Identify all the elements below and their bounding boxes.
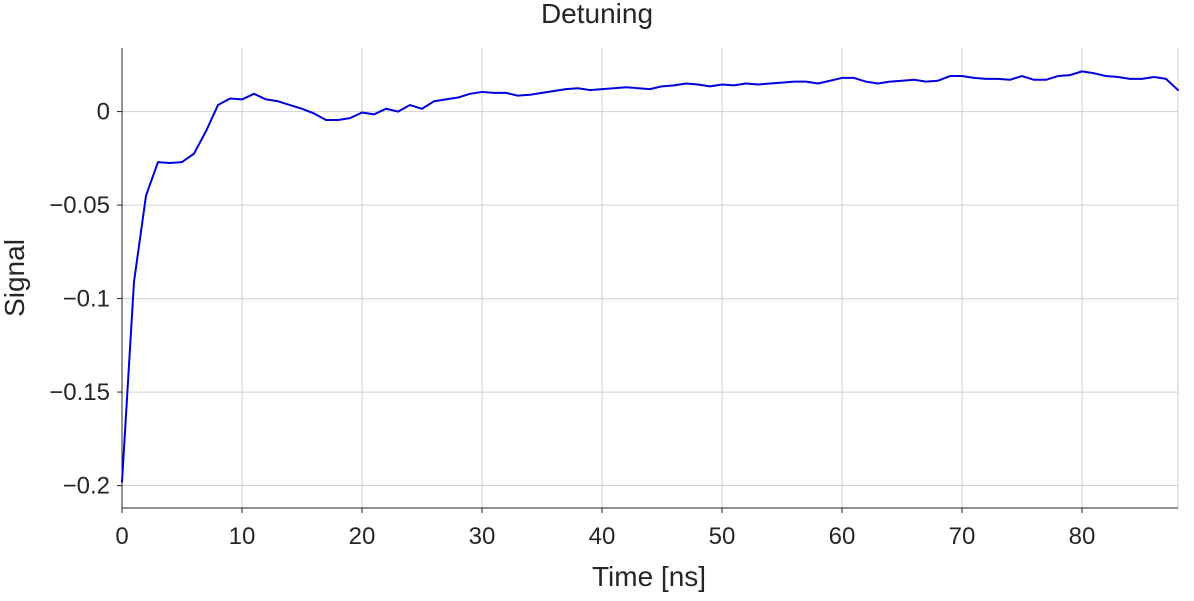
x-axis-label: Time [ns]: [592, 561, 706, 592]
axes: [117, 48, 1178, 513]
y-tick-label: −0.05: [49, 192, 110, 219]
grid: [121, 48, 1179, 508]
series-layer: [121, 70, 1179, 483]
x-tick-label: 10: [229, 523, 256, 550]
x-tick-label: 0: [115, 523, 128, 550]
chart-title: Detuning: [541, 0, 653, 29]
y-tick-label: −0.1: [63, 286, 110, 313]
signal-series-line: [121, 70, 1179, 483]
y-axis-label: Signal: [0, 239, 30, 317]
x-tick-label: 20: [349, 523, 376, 550]
y-tick-label: −0.2: [63, 473, 110, 500]
y-tick-label: 0: [97, 99, 110, 126]
y-tick-label: −0.15: [49, 379, 110, 406]
x-tick-label: 40: [589, 523, 616, 550]
x-tick-label: 60: [829, 523, 856, 550]
x-tick-label: 70: [949, 523, 976, 550]
x-tick-label: 30: [469, 523, 496, 550]
tick-labels: 0 10 20 30 40 50 60 70 80 −0.2 −0.15 −0.1 −0.05 0: [49, 99, 1095, 550]
x-tick-label: 80: [1069, 523, 1096, 550]
x-tick-label: 50: [709, 523, 736, 550]
